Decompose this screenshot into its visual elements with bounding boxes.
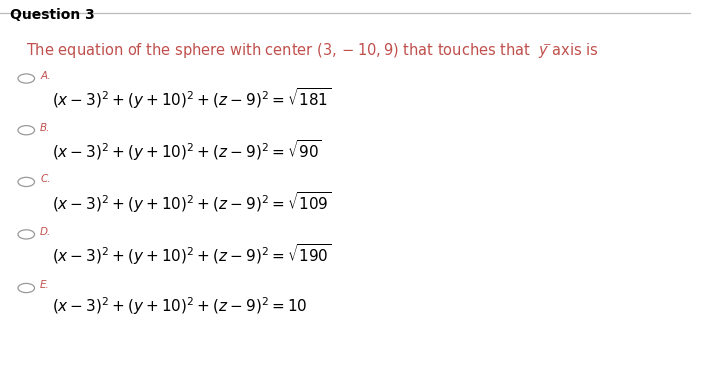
Text: C.: C. [40,174,51,184]
Text: $(x-3)^2+\left(y+10\right)^2+(z-9)^2=10$: $(x-3)^2+\left(y+10\right)^2+(z-9)^2=10$ [52,296,307,318]
Text: $(x-3)^2+\left(y+10\right)^2+(z-9)^2=\sqrt{90}$: $(x-3)^2+\left(y+10\right)^2+(z-9)^2=\sq… [52,138,321,163]
Text: $(x-3)^2+\left(y+10\right)^2+(z-9)^2=\sqrt{190}$: $(x-3)^2+\left(y+10\right)^2+(z-9)^2=\sq… [52,242,331,267]
Text: A.: A. [40,71,51,81]
Text: E.: E. [40,280,50,290]
Text: D.: D. [40,227,51,237]
Text: B.: B. [40,123,51,133]
Text: $(x-3)^2+\left(y+10\right)^2+(z-9)^2=\sqrt{181}$: $(x-3)^2+\left(y+10\right)^2+(z-9)^2=\sq… [52,86,331,111]
Text: $(x-3)^2+\left(y+10\right)^2+(z-9)^2=\sqrt{109}$: $(x-3)^2+\left(y+10\right)^2+(z-9)^2=\sq… [52,190,331,214]
Text: The equation of the sphere with center $(3,-10,9)$ that touches that  $y\!\!^{-}: The equation of the sphere with center $… [26,41,599,61]
Text: Question 3: Question 3 [10,8,95,23]
